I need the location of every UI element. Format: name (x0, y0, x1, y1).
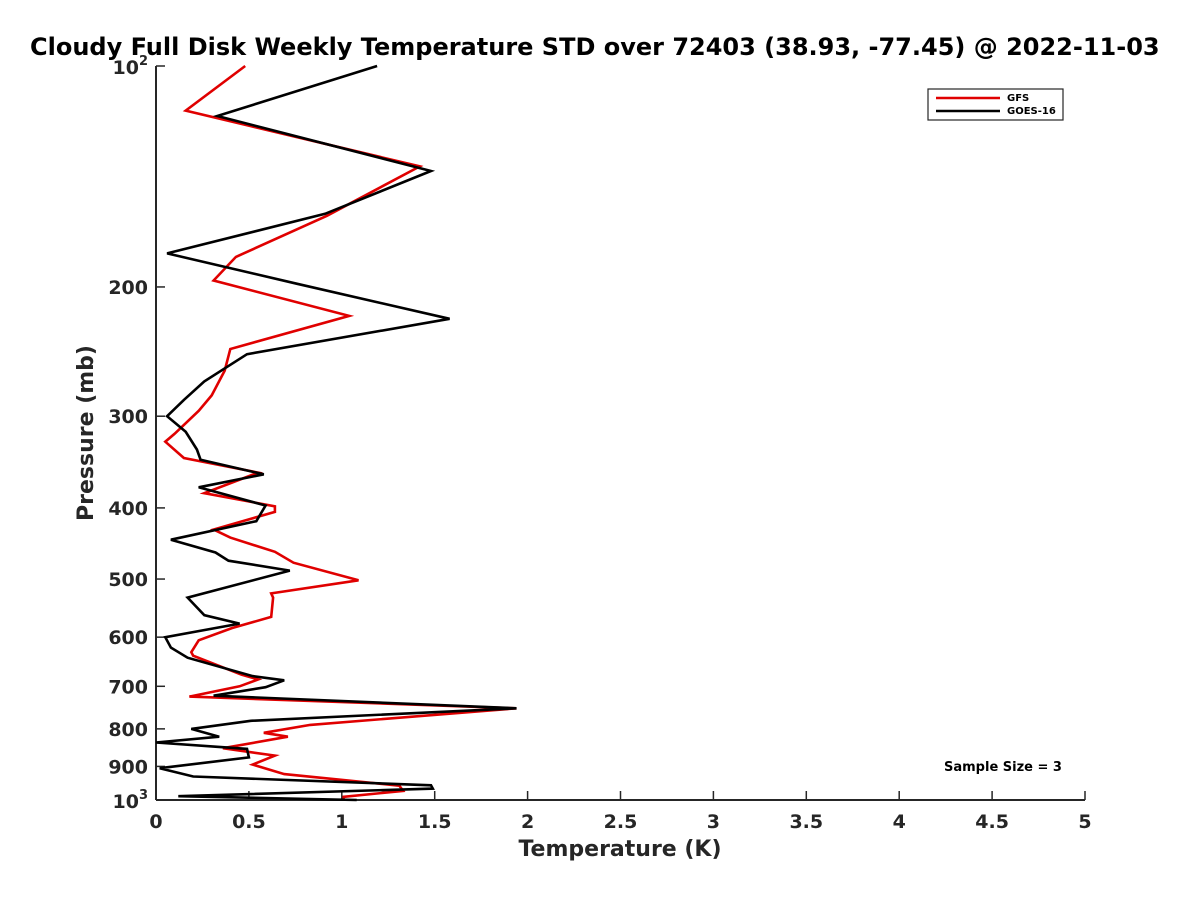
series-line-goes16 (155, 64, 517, 802)
x-tick-label: 3.5 (789, 811, 823, 833)
y-tick-label: 600 (108, 627, 148, 649)
y-tick-label: 103 (113, 788, 149, 813)
y-tick-label: 400 (108, 498, 148, 520)
x-tick-label: 2.5 (604, 811, 638, 833)
y-tick-label: 900 (108, 756, 148, 778)
x-tick-label: 3 (707, 811, 720, 833)
legend-box (927, 88, 1064, 121)
legend: GFS GOES-16 (927, 88, 1064, 121)
x-tick-label: 0 (149, 811, 162, 833)
chart-title: Cloudy Full Disk Weekly Temperature STD … (30, 33, 1160, 61)
x-tick-label: 0.5 (232, 811, 266, 833)
x-tick-label: 4.5 (975, 811, 1009, 833)
sample-size-note: Sample Size = 3 (944, 760, 1062, 775)
y-tick-label: 700 (108, 676, 148, 698)
y-tick-label: 300 (108, 406, 148, 428)
y-tick-label: 102 (113, 54, 149, 79)
y-tick-label: 500 (108, 569, 148, 591)
series-line-gfs (163, 64, 517, 800)
legend-label-gfs: GFS (1007, 93, 1029, 104)
y-axis-label: Pressure (mb) (74, 345, 99, 521)
x-tick-label: 2 (521, 811, 534, 833)
legend-label-goes16: GOES-16 (1007, 106, 1056, 117)
series-layer (155, 64, 517, 802)
y-tick-label: 200 (108, 277, 148, 299)
plot-axes: 0 0.5 1 1.5 2 2.5 3 3.5 4 4.5 5 102 200 300 400 500 600 7… (108, 54, 1091, 833)
x-tick-label: 4 (893, 811, 906, 833)
x-tick-label: 5 (1078, 811, 1091, 833)
x-tick-label: 1 (335, 811, 348, 833)
y-tick-label: 800 (108, 719, 148, 741)
x-axis-label: Temperature (K) (518, 837, 721, 862)
x-tick-label: 1.5 (418, 811, 452, 833)
